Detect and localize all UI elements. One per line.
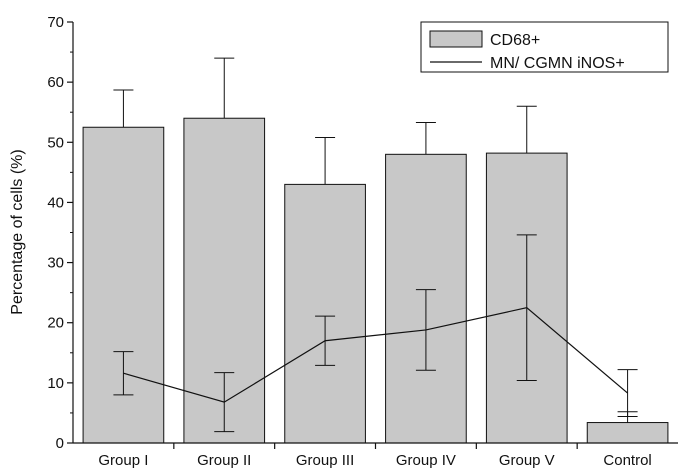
legend-label-cd68: CD68+: [490, 32, 540, 49]
legend: CD68+ MN/ CGMN iNOS+: [420, 21, 669, 73]
x-axis-ticks: Group I Group II Group III Group IV Group V C…: [98, 443, 652, 469]
bar: [284, 183, 366, 444]
y-tick-label: 20: [47, 315, 64, 332]
series-line-inos: [123, 307, 628, 403]
x-tick-label: Group IV: [396, 452, 456, 469]
y-tick-label: 10: [47, 375, 64, 392]
x-tick-label: Group I: [98, 452, 148, 469]
y-tick-label: 60: [47, 74, 64, 91]
legend-label-inos: MN/ CGMN iNOS+: [490, 55, 625, 72]
bar: [82, 126, 165, 444]
y-tick-label: 50: [47, 134, 64, 151]
x-tick-label: Group II: [197, 452, 251, 469]
x-tick-label: Group III: [296, 452, 354, 469]
y-tick-label: 0: [56, 435, 64, 452]
bar: [586, 422, 669, 444]
plot-area: [82, 57, 669, 444]
legend-bar-swatch: [429, 30, 483, 48]
x-tick-label: Control: [603, 452, 651, 469]
y-tick-label: 70: [47, 14, 64, 31]
y-tick-label: 30: [47, 255, 64, 272]
y-axis-ticks: 0 10 20 30 40 50 60 70: [47, 14, 73, 452]
y-axis-label: Percentage of cells (%): [9, 149, 26, 314]
x-tick-label: Group V: [499, 452, 555, 469]
y-tick-label: 40: [47, 194, 64, 211]
